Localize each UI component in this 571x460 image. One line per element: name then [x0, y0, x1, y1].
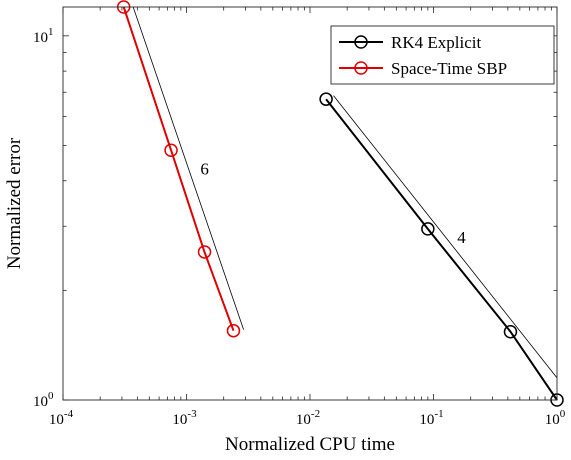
- legend-swatch-marker: [354, 35, 368, 49]
- data-point-marker: [197, 245, 212, 259]
- legend: RK4 Explicit Space-Time SBP: [330, 25, 555, 85]
- slope-reference-line: [333, 95, 558, 379]
- data-point-marker: [421, 222, 435, 236]
- x-tick-label: 100: [545, 408, 566, 428]
- reference-lines: 46: [132, 6, 558, 379]
- slope-reference-line: [132, 6, 244, 330]
- x-tick-label: 10-4: [49, 408, 74, 428]
- legend-swatch-marker: [354, 61, 368, 75]
- series-line: [122, 6, 235, 332]
- x-axis-label: Normalized CPU time: [225, 434, 395, 455]
- y-axis-label: Normalized error: [4, 137, 25, 269]
- slope-label: 6: [200, 159, 209, 178]
- y-tick-label: 101: [33, 26, 54, 46]
- x-tick-label: 10-2: [296, 408, 320, 428]
- tick-labels: 10-4 10-3 10-2 10-1 100 100 101: [33, 26, 566, 428]
- legend-label: Space-Time SBP: [391, 59, 507, 78]
- x-tick-label: 10-1: [419, 408, 443, 428]
- x-tick-label: 10-3: [172, 408, 197, 428]
- data-point-marker: [164, 143, 178, 158]
- data-point-marker: [319, 92, 333, 106]
- data-point-marker: [226, 323, 241, 338]
- data-point-marker: [503, 324, 518, 339]
- series-line: [325, 98, 558, 401]
- legend-label: RK4 Explicit: [391, 33, 481, 52]
- slope-label: 4: [457, 228, 466, 247]
- legend-box: [330, 25, 555, 85]
- y-tick-label: 100: [33, 390, 54, 410]
- axis-ticks: [62, 7, 558, 401]
